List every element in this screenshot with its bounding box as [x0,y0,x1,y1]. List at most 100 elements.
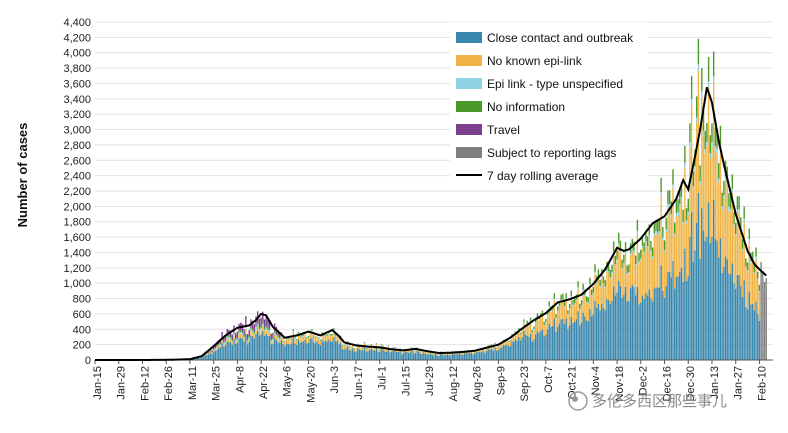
bar-segment [507,341,510,343]
bar-segment [224,340,227,342]
bar-segment [348,345,350,347]
bar-segment [326,334,328,336]
bar-segment [457,354,459,360]
bar-segment [519,340,522,360]
bar-segment [343,345,345,347]
bar-segment [245,327,247,330]
x-tick-label: Jan-29 [116,366,128,400]
bar-segment [270,344,272,360]
bar-segment [236,340,239,343]
bar-segment [224,335,227,341]
bar-segment [399,348,401,349]
bar-segment [496,348,498,352]
bar-segment [507,346,510,360]
bar-segment [731,174,734,190]
bar-segment [231,342,233,345]
bar-segment [733,212,735,225]
bar-segment [231,339,233,341]
bar-segment [538,332,540,360]
y-tick-label: 4,400 [63,17,91,29]
bar-segment [682,209,684,222]
bar-segment [355,351,357,360]
bar-segment [334,334,337,336]
bar-segment [677,215,679,277]
bar-segment [733,227,735,284]
bar-segment [696,222,698,360]
bars-group [131,38,767,360]
bar-segment [392,350,395,360]
bar-segment [626,273,628,275]
bar-segment [731,192,734,264]
bar-segment [738,196,740,210]
bar-segment [304,333,306,340]
bar-segment [551,309,554,311]
bar-segment [562,293,564,299]
bar-segment [263,329,266,332]
bar-segment [553,299,556,319]
bar-segment [445,355,447,360]
bar-segment [612,241,615,251]
bar-segment [740,217,742,229]
bar-segment [209,350,211,352]
bar-segment [765,317,767,360]
bar-segment [580,322,583,360]
bar-segment [507,342,510,343]
bar-segment [612,286,615,360]
bar-segment [662,240,664,291]
bar-segment [331,335,333,337]
bar-segment [301,336,303,342]
legend: Close contact and outbreak No known epi-l… [450,22,648,189]
bar-segment [246,341,249,345]
bar-segment [673,236,676,289]
bar-segment [697,193,700,360]
bar-segment [680,182,683,197]
bar-segment [328,339,330,360]
bar-segment [724,176,727,181]
bar-segment [682,221,684,225]
bar-segment [607,263,610,272]
bar-segment [641,235,644,246]
bar-segment [246,344,249,360]
bar-segment [679,190,681,205]
bar-segment [216,346,218,348]
bar-segment [640,258,642,261]
bar-segment [518,337,520,360]
bar-segment [755,301,757,360]
bar-segment [412,351,415,354]
bar-segment [431,353,433,355]
bar-segment [565,299,567,319]
bar-segment [497,349,500,360]
bar-segment [638,252,640,262]
bar-segment [379,351,381,360]
bar-segment [506,344,508,360]
bar-segment [711,123,713,143]
bar-segment [285,338,288,339]
bar-segment [528,336,530,360]
bar-segment [692,261,695,360]
bar-segment [294,338,296,339]
bar-segment [502,345,505,360]
bar-segment [602,284,605,309]
bar-segment [390,351,393,360]
bar-segment [370,344,372,346]
bar-segment [219,345,222,348]
bar-segment [657,287,659,360]
bar-segment [763,319,766,360]
bar-segment [270,340,272,342]
bar-segment [651,256,654,259]
bar-segment [246,340,249,342]
bar-segment [272,338,274,340]
bar-segment [350,350,352,360]
bar-segment [267,331,269,336]
grid-lines [95,21,773,361]
bar-segment [428,352,430,355]
bar-segment [648,235,650,238]
bar-segment [584,296,586,317]
bar-segment [675,200,678,214]
bar-segment [282,338,284,340]
bar-segment [268,332,271,337]
bar-segment [226,336,228,339]
bar-segment [299,337,301,343]
bar-segment [580,306,583,323]
bar-segment [433,353,435,356]
